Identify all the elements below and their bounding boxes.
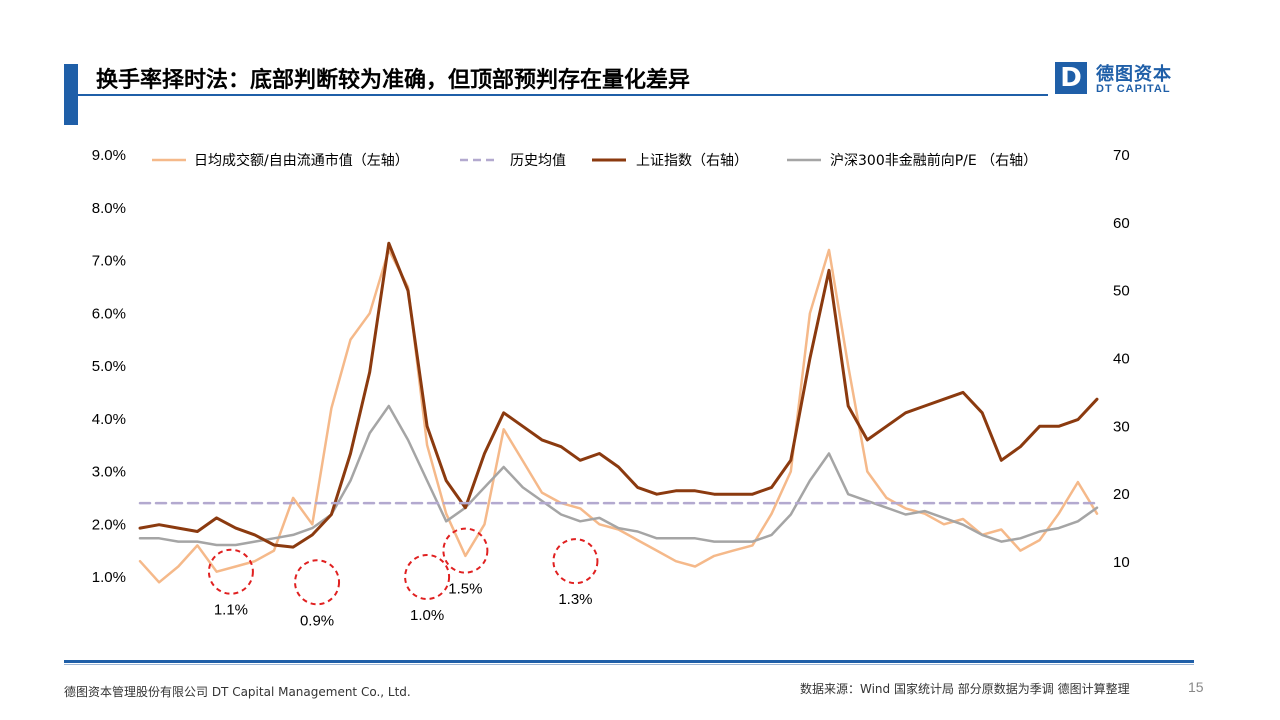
footer-company: 德图资本管理股份有限公司 DT Capital Management Co., … [64, 685, 411, 699]
title-accent-bar [64, 64, 78, 125]
bottom-signal-circle [552, 538, 599, 585]
chart-series [138, 241, 1099, 584]
chart-annotations: 1.1% 0.9% 1.0%1.5% 1.3% [207, 527, 599, 629]
right-tick-label: 40 [1113, 351, 1130, 368]
logo-mark: D [1055, 62, 1087, 94]
page-number: 15 [1188, 679, 1204, 695]
left-tick-label: 5.0% [92, 358, 126, 375]
logo-en-text: DT CAPITAL [1096, 83, 1171, 95]
left-tick-label: 7.0% [92, 253, 126, 270]
bottom-signal-label: 0.9% [300, 612, 334, 629]
legend-label: 日均成交额/自由流通市值（左轴） [194, 152, 409, 169]
left-tick-label: 3.0% [92, 464, 126, 481]
footer-rule [64, 660, 1194, 663]
left-tick-label: 9.0% [92, 147, 126, 164]
bottom-signal-circle [294, 559, 341, 606]
right-tick-label: 10 [1113, 554, 1130, 571]
series-line-3 [138, 404, 1099, 547]
legend-label: 上证指数（右轴） [636, 153, 748, 169]
bottom-signal-label: 1.5% [448, 581, 482, 598]
right-axis-ticks: 10 20 30 40 50 60 70 [1113, 147, 1130, 571]
left-tick-label: 4.0% [92, 411, 126, 428]
logo-cn-text: 德图资本 [1096, 64, 1172, 85]
series-line-2 [138, 241, 1099, 549]
bottom-signal-circle [207, 548, 254, 595]
footer-source: 数据来源：Wind 国家统计局 部分原数据为季调 德图计算整理 [800, 682, 1130, 696]
left-tick-label: 2.0% [92, 516, 126, 533]
bottom-signal-label: 1.1% [214, 602, 248, 619]
right-tick-label: 30 [1113, 418, 1130, 435]
bottom-signal-label: 1.3% [558, 591, 592, 608]
chart-legend: 日均成交额/自由流通市值（左轴） 历史均值 上证指数（右轴） 沪深300非金融前向P/… [152, 152, 1037, 169]
bottom-signal-circle [404, 554, 451, 600]
left-axis-ticks: 1.0% 2.0% 3.0% 4.0% 5.0% 6.0% 7.0% 8.0% 9.0% [92, 147, 126, 586]
page-title: 换手率择时法：底部判断较为准确，但顶部预判存在量化差异 [96, 68, 691, 93]
right-tick-label: 50 [1113, 283, 1130, 300]
title-underline [78, 94, 1048, 96]
left-tick-label: 6.0% [92, 305, 126, 322]
legend-label: 历史均值 [510, 153, 566, 169]
footer-rule-thin [64, 664, 1194, 665]
left-tick-label: 1.0% [92, 569, 126, 586]
right-tick-label: 20 [1113, 486, 1130, 503]
bottom-signal-label: 1.0% [410, 607, 444, 624]
legend-label: 沪深300非金融前向P/E （右轴） [830, 152, 1037, 169]
series-line-0 [138, 248, 1099, 584]
right-tick-label: 70 [1113, 147, 1130, 164]
right-tick-label: 60 [1113, 215, 1130, 232]
bottom-signal-circle [442, 527, 489, 574]
left-tick-label: 8.0% [92, 200, 126, 217]
